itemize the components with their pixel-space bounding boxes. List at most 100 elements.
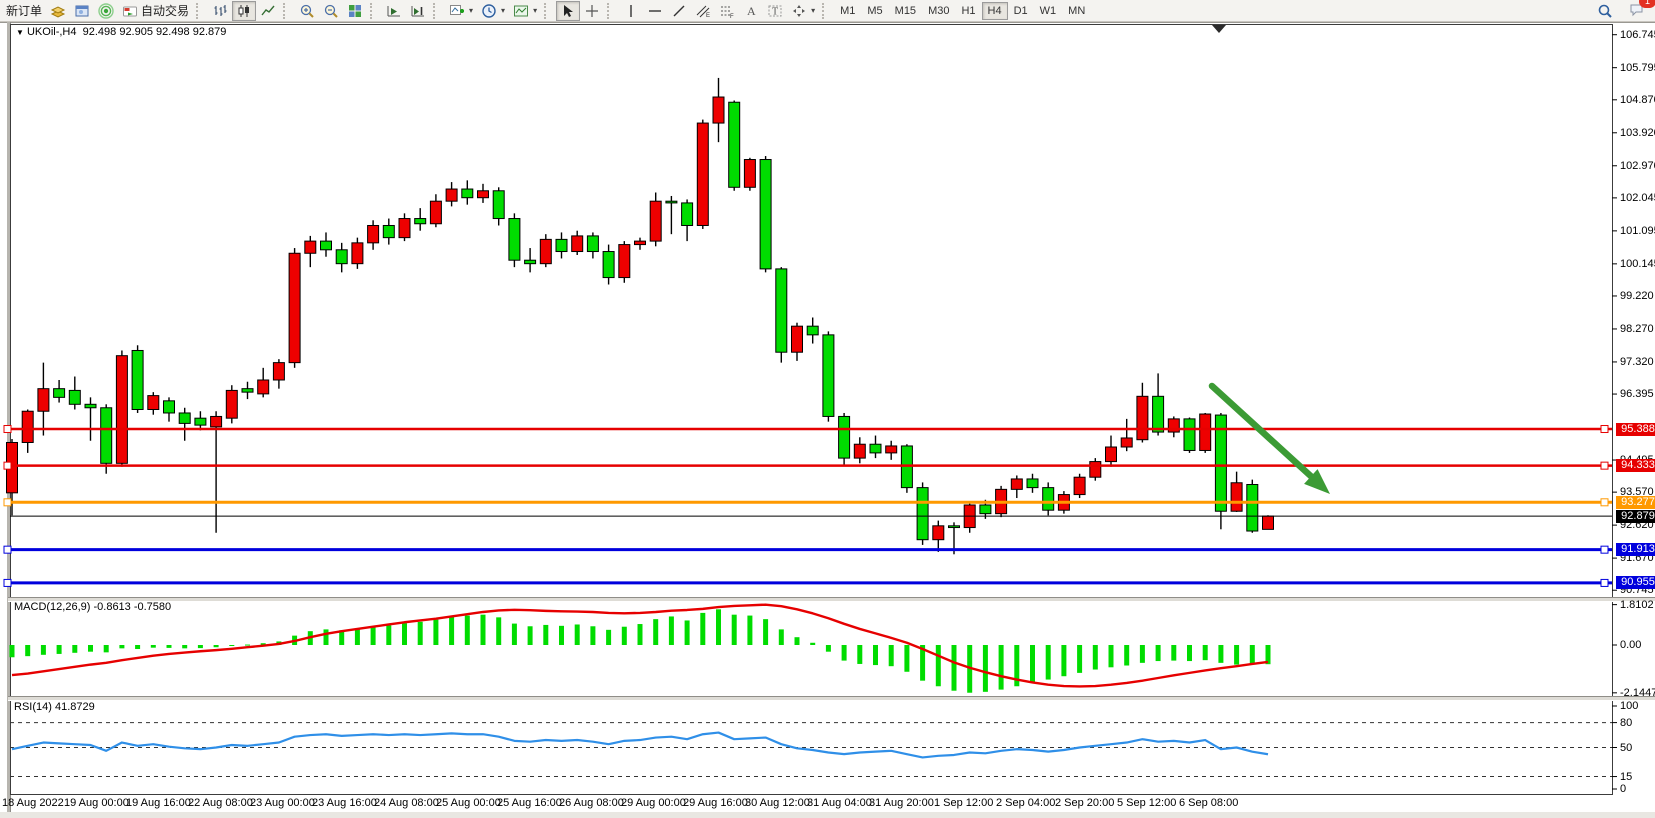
bearish-candle bbox=[806, 325, 819, 336]
line-handle bbox=[3, 545, 12, 554]
macd-bar bbox=[1061, 645, 1067, 677]
timeframe-button-m30[interactable]: M30 bbox=[922, 2, 955, 20]
date-tick-label: 25 Aug 16:00 bbox=[497, 797, 562, 809]
price-level-badge: 93.277 bbox=[1616, 495, 1655, 509]
date-tick-label: 30 Aug 12:00 bbox=[745, 797, 810, 809]
templates-button[interactable]: ▾ bbox=[509, 1, 541, 21]
horizontal-line-button[interactable] bbox=[643, 1, 667, 21]
periods-clock-button[interactable]: ▾ bbox=[477, 1, 509, 21]
macd-bar bbox=[1014, 645, 1020, 687]
text-button[interactable]: A bbox=[739, 1, 763, 21]
horizontal-price-line-94.333[interactable] bbox=[3, 461, 1612, 470]
line-chart-button[interactable] bbox=[256, 1, 280, 21]
macd-bar bbox=[1030, 645, 1035, 683]
macd-bar bbox=[1249, 645, 1255, 665]
price-level-badge: 95.388 bbox=[1616, 422, 1655, 436]
auto-trading-button[interactable]: 自动交易 bbox=[118, 1, 193, 21]
vertical-line-button[interactable] bbox=[619, 1, 643, 21]
timeframe-group: M1 M5 M15 M30 H1 H4 D1 W1 MN bbox=[834, 1, 1091, 20]
horizontal-price-line-95.388[interactable] bbox=[3, 425, 1612, 434]
date-tick-label: 6 Sep 08:00 bbox=[1179, 797, 1239, 809]
pane-divider-rsi[interactable] bbox=[8, 696, 1655, 701]
timeframe-button-h4[interactable]: H4 bbox=[981, 2, 1008, 20]
chart-shift-button[interactable] bbox=[406, 1, 430, 21]
pane-divider-macd[interactable] bbox=[8, 597, 1655, 602]
cursor-button[interactable] bbox=[556, 0, 581, 21]
line-handle bbox=[3, 498, 12, 507]
timeframe-button-m5[interactable]: M5 bbox=[861, 2, 888, 20]
bearish-candle bbox=[775, 268, 788, 353]
macd-signal-line bbox=[11, 603, 1269, 688]
macd-bar bbox=[402, 623, 407, 645]
candlestick-chart-button[interactable] bbox=[232, 0, 257, 21]
macd-bar bbox=[245, 644, 250, 646]
bar-chart-button[interactable] bbox=[208, 1, 232, 21]
timeframe-button-mn[interactable]: MN bbox=[1062, 2, 1091, 20]
symbol-dropdown-icon[interactable]: ▼ bbox=[16, 28, 24, 37]
chart-shift-marker[interactable] bbox=[1212, 25, 1226, 33]
macd-bar bbox=[716, 609, 721, 645]
chart-title: ▼ UKOil-,H4 92.498 92.905 92.498 92.879 bbox=[16, 26, 226, 38]
charts-button[interactable] bbox=[46, 1, 70, 21]
macd-bar bbox=[182, 645, 188, 649]
trendline-button[interactable] bbox=[667, 1, 691, 21]
timeframe-button-m1[interactable]: M1 bbox=[834, 2, 861, 20]
equidistant-channel-icon: E bbox=[695, 3, 711, 19]
bullish-candle bbox=[696, 122, 709, 226]
auto-scroll-button[interactable] bbox=[382, 1, 406, 21]
bullish-candle bbox=[445, 188, 458, 202]
arrows-button[interactable]: ▾ bbox=[787, 1, 819, 21]
bearish-candle bbox=[194, 417, 207, 426]
crosshair-button[interactable] bbox=[580, 1, 604, 21]
macd-bar bbox=[213, 645, 219, 648]
zoom-in-icon bbox=[299, 3, 315, 19]
signals-button[interactable] bbox=[94, 1, 118, 21]
bearish-candle bbox=[759, 159, 772, 270]
horizontal-price-line-91.913[interactable] bbox=[3, 545, 1612, 554]
zoom-in-button[interactable] bbox=[295, 1, 319, 21]
macd-bar bbox=[56, 645, 62, 654]
macd-bar bbox=[1234, 645, 1240, 665]
new-order-button[interactable]: 新订单 bbox=[2, 1, 46, 21]
fibonacci-button[interactable]: F bbox=[715, 1, 739, 21]
macd-values: -0.8613 -0.7580 bbox=[93, 601, 172, 613]
bearish-candle bbox=[382, 224, 395, 239]
macd-bar bbox=[260, 643, 266, 645]
horizontal-line-icon bbox=[647, 3, 663, 19]
templates-icon bbox=[513, 3, 529, 19]
price-level-badge: 90.955 bbox=[1616, 576, 1655, 590]
bullish-candle bbox=[37, 388, 50, 412]
toolbar-separator bbox=[822, 2, 831, 19]
date-tick-label: 29 Aug 00:00 bbox=[621, 797, 686, 809]
bearish-candle bbox=[1026, 478, 1039, 489]
macd-bar bbox=[574, 624, 580, 645]
equidistant-channel-button[interactable]: E bbox=[691, 1, 715, 21]
timeframe-button-m15[interactable]: M15 bbox=[889, 2, 922, 20]
timeframe-button-w1[interactable]: W1 bbox=[1034, 2, 1063, 20]
macd-bar bbox=[323, 629, 329, 645]
macd-bar bbox=[982, 645, 988, 692]
toolbar-separator bbox=[433, 2, 442, 19]
horizontal-price-line-93.277[interactable] bbox=[3, 498, 1612, 507]
macd-bar bbox=[1045, 645, 1051, 680]
bullish-candle bbox=[618, 244, 631, 279]
search-button[interactable] bbox=[1593, 1, 1617, 21]
tile-windows-button[interactable] bbox=[343, 1, 367, 21]
zoom-out-button[interactable] bbox=[319, 1, 343, 21]
market-watch-icon bbox=[74, 3, 90, 19]
bullish-candle bbox=[398, 218, 411, 239]
price-tick-label: 100.145 bbox=[1620, 257, 1655, 270]
indicators-button[interactable]: ▾ bbox=[445, 1, 477, 21]
timeframe-button-d1[interactable]: D1 bbox=[1008, 2, 1034, 20]
svg-text:T: T bbox=[772, 6, 778, 17]
bullish-candle bbox=[1199, 413, 1212, 451]
bullish-candle bbox=[539, 238, 552, 265]
horizontal-price-line-90.955[interactable] bbox=[3, 578, 1612, 587]
market-watch-button[interactable] bbox=[70, 1, 94, 21]
text-label-button[interactable]: T bbox=[763, 1, 787, 21]
line-handle bbox=[1600, 425, 1609, 434]
trend-arrow[interactable] bbox=[1208, 382, 1330, 494]
macd-bar bbox=[417, 621, 423, 645]
line-handle bbox=[1600, 498, 1609, 507]
timeframe-button-h1[interactable]: H1 bbox=[955, 2, 981, 20]
